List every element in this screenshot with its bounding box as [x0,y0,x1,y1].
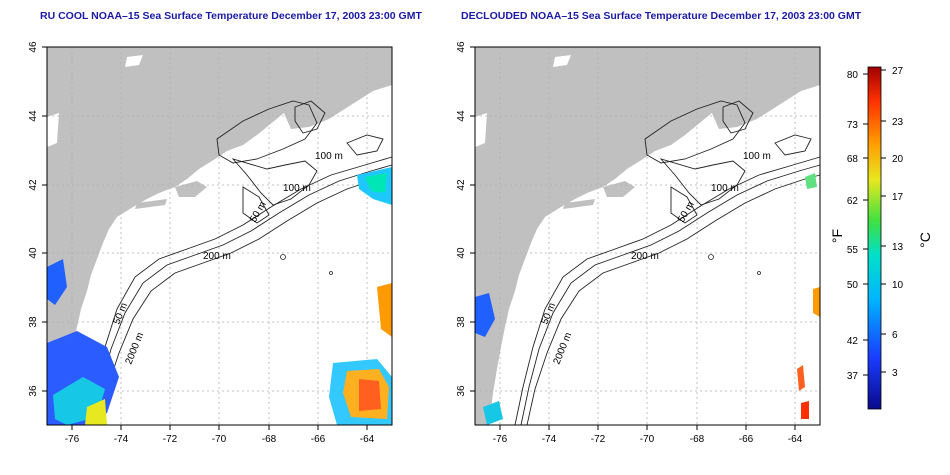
right-lon-axis: -76 -74 -72 -70 -68 -66 -64 [493,425,803,445]
svg-text:37: 37 [847,371,859,382]
svg-text:80: 80 [847,70,859,81]
left-map: 100 m 100 m 50 m 200 m 50 m 2000 m [46,46,393,426]
left-panel-title: RU COOL NOAA–15 Sea Surface Temperature … [40,10,422,22]
lon-tick-label: -70 [640,434,655,445]
lon-tick-label: -72 [591,434,606,445]
svg-text:55: 55 [847,245,859,256]
svg-text:10: 10 [892,280,904,291]
svg-text:62: 62 [847,196,859,207]
lat-tick-label: 36 [456,385,467,397]
colorbar: 80 73 68 62 55 50 42 37 27 23 20 17 13 1… [829,66,933,410]
lat-tick-label: 44 [28,110,39,122]
svg-text:200 m: 200 m [203,251,231,262]
svg-text:42: 42 [847,336,859,347]
lat-tick-label: 42 [28,179,39,191]
svg-text:23: 23 [892,117,904,128]
svg-text:100 m: 100 m [743,151,771,162]
celsius-unit-label: °C [917,232,933,248]
fahrenheit-unit-label: °F [829,229,845,243]
svg-text:68: 68 [847,154,859,165]
lon-tick-label: -76 [493,434,508,445]
svg-text:17: 17 [892,192,904,203]
lat-tick-label: 38 [456,316,467,328]
lon-tick-label: -76 [65,434,80,445]
svg-text:100 m: 100 m [283,183,311,194]
right-panel-title: DECLOUDED NOAA–15 Sea Surface Temperatur… [461,10,862,22]
lon-tick-label: -74 [542,434,557,445]
svg-text:13: 13 [892,242,904,253]
left-sst-patches [47,167,392,425]
lat-tick-label: 38 [28,316,39,328]
lat-tick-label: 42 [456,179,467,191]
svg-text:100 m: 100 m [315,151,343,162]
svg-text:50: 50 [847,280,859,291]
svg-text:6: 6 [892,330,898,341]
right-lat-axis: 36 38 40 42 44 46 [456,41,475,397]
lon-tick-label: -74 [114,434,129,445]
colorbar-gradient [867,66,882,410]
svg-text:3: 3 [892,368,898,379]
right-sst-patches [475,173,820,425]
lon-tick-label: -64 [360,434,375,445]
lat-tick-label: 40 [28,247,39,259]
lat-tick-label: 40 [456,247,467,259]
lon-tick-label: -72 [163,434,178,445]
lon-tick-label: -70 [212,434,227,445]
lon-tick-label: -68 [690,434,705,445]
svg-text:20: 20 [892,154,904,165]
lon-tick-label: -68 [262,434,277,445]
svg-text:73: 73 [847,120,859,131]
right-map: 100 m 100 m 50 m 200 m 50 m 2000 m [474,46,821,426]
lon-tick-label: -64 [788,434,803,445]
celsius-ticks: 27 23 20 17 13 10 6 3 [892,66,904,379]
svg-text:27: 27 [892,66,904,77]
lat-tick-label: 46 [456,41,467,53]
lon-tick-label: -66 [739,434,754,445]
left-lon-axis: -76 -74 -72 -70 -68 -66 -64 [65,425,375,445]
lon-tick-label: -66 [311,434,326,445]
left-lat-axis: 36 38 40 42 44 46 [28,41,47,397]
svg-text:200 m: 200 m [631,251,659,262]
fahrenheit-ticks: 80 73 68 62 55 50 42 37 [847,70,859,382]
lat-tick-label: 44 [456,110,467,122]
lat-tick-label: 46 [28,41,39,53]
lat-tick-label: 36 [28,385,39,397]
svg-text:100 m: 100 m [711,183,739,194]
